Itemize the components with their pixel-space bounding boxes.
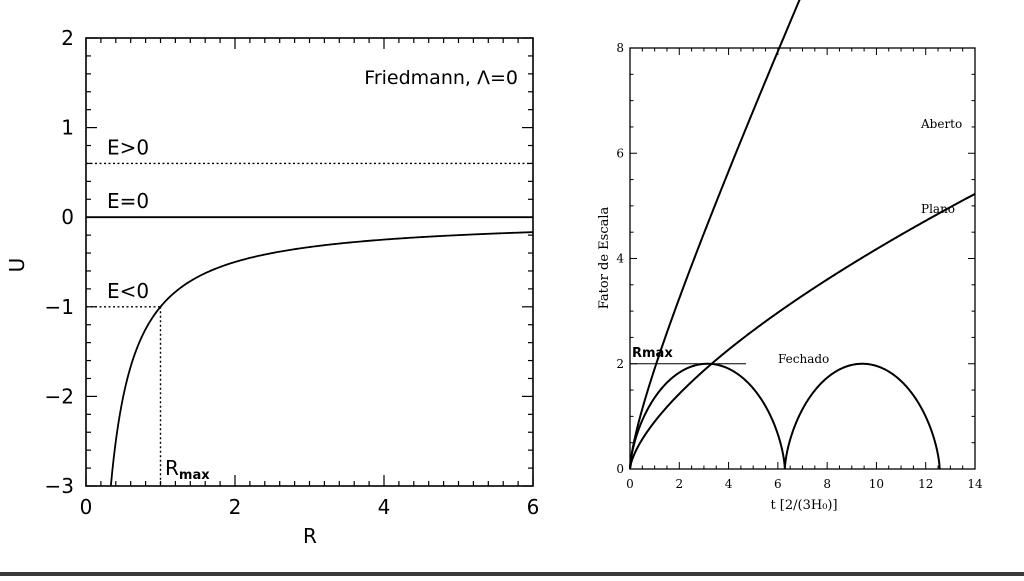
potential-x-axis-label: R (303, 524, 317, 548)
scale-x-axis-label: t [2/(3H₀)] (770, 498, 837, 513)
potential-curve (109, 231, 533, 487)
potential-y-tick-labels: 2 1 0 −1 −2 −3 (45, 26, 74, 498)
x-tick-label: 0 (80, 495, 93, 519)
y-tick-label: −3 (45, 474, 74, 498)
y-tick-label: 2 (61, 26, 74, 50)
y-tick-label: 2 (616, 357, 624, 371)
potential-y-axis-label: U (5, 258, 29, 273)
y-tick-label: 0 (616, 462, 624, 476)
x-tick-label: 0 (626, 477, 634, 491)
series-label-plano: Plano (921, 202, 955, 216)
series-label-aberto: Aberto (920, 117, 962, 131)
potential-x-tick-labels: 0 2 4 6 (80, 495, 540, 519)
scale-y-tick-labels: 0 2 4 6 8 (616, 41, 624, 476)
scale-plot-frame (629, 47, 976, 470)
y-tick-label: 6 (616, 146, 624, 160)
scale-y-axis-label: Fator de Escala (597, 206, 612, 309)
series-label-fechado: Fechado (778, 352, 829, 366)
rmax-right-label: Rmax (632, 346, 673, 361)
potential-plot-frame (85, 37, 534, 487)
x-tick-label: 2 (229, 495, 242, 519)
x-tick-label: 4 (725, 477, 733, 491)
scale-factor-chart: 0 2 4 6 8 10 12 14 0 2 4 6 8 t [2/(3H₀)] Fator de E… (597, 0, 983, 513)
energy-level-label: E<0 (107, 279, 149, 303)
x-tick-label: 12 (918, 477, 933, 491)
energy-level-label: E>0 (107, 135, 149, 159)
y-tick-label: −1 (45, 295, 74, 319)
energy-level-label: E=0 (107, 189, 149, 213)
x-tick-label: 4 (378, 495, 391, 519)
series-fechado-line (629, 362, 941, 470)
bottom-border (0, 572, 1024, 576)
y-tick-label: −2 (45, 384, 74, 408)
x-tick-label: 10 (869, 477, 884, 491)
y-tick-label: 1 (61, 116, 74, 140)
potential-ticks (85, 37, 534, 487)
scale-x-tick-labels: 0 2 4 6 8 10 12 14 (626, 477, 983, 491)
x-tick-label: 6 (527, 495, 540, 519)
rmax-label: Rmax (165, 456, 210, 483)
scale-ticks (629, 47, 976, 470)
y-tick-label: 8 (616, 41, 624, 55)
x-tick-label: 14 (967, 477, 983, 491)
x-tick-label: 2 (675, 477, 683, 491)
y-tick-label: 4 (616, 252, 624, 266)
series-aberto-line (629, 0, 801, 469)
energy-levels: E>0 E=0 E<0 (86, 135, 533, 308)
series-plano-line (629, 192, 976, 470)
x-tick-label: 6 (774, 477, 782, 491)
potential-chart-title: Friedmann, Λ=0 (364, 67, 518, 89)
x-tick-label: 8 (823, 477, 831, 491)
y-tick-label: 0 (61, 205, 74, 229)
